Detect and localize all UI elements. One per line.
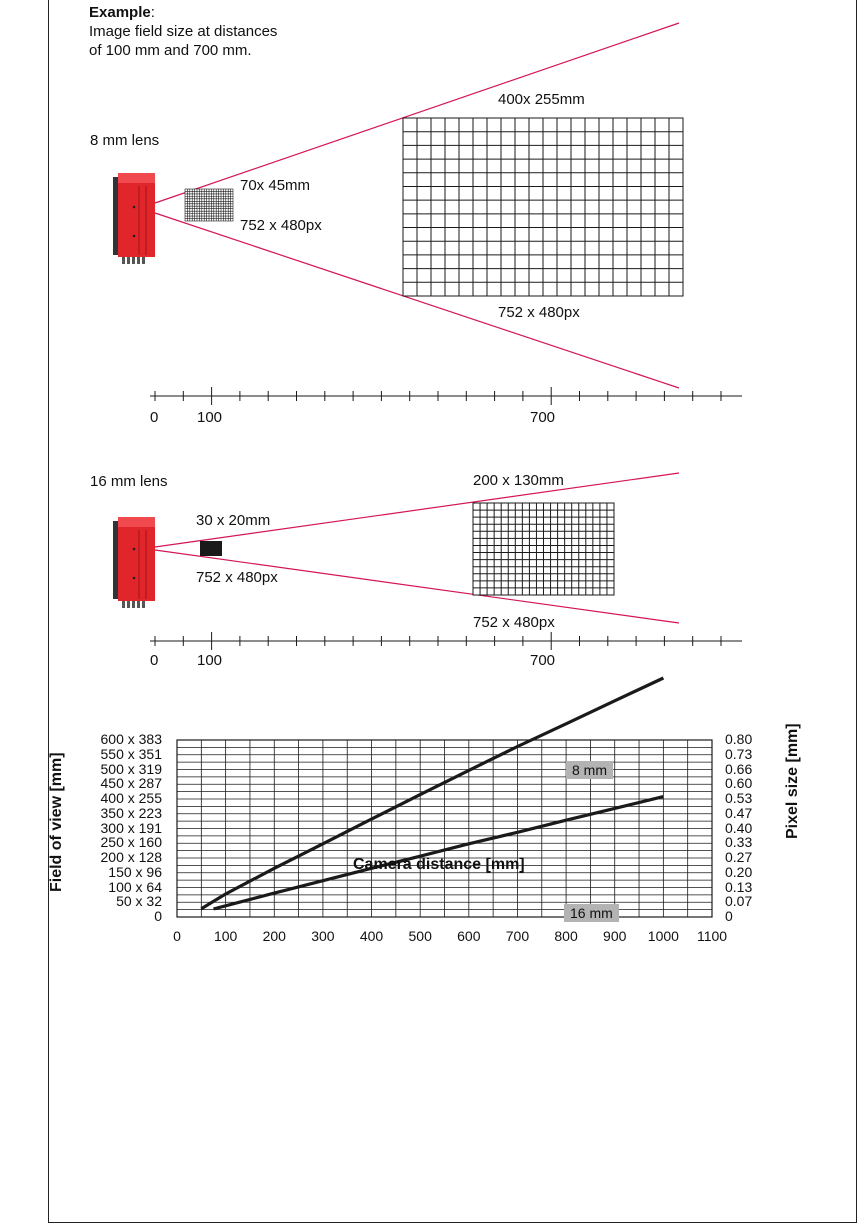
example-heading: Example xyxy=(89,4,151,21)
ray-8mm-upper xyxy=(154,22,680,204)
x-tick-label: 1000 xyxy=(647,928,679,944)
series-label-16mm: 16 mm xyxy=(564,904,619,922)
image-field-8mm-far xyxy=(402,117,684,297)
lens-8mm-near-size: 70x 45mm xyxy=(240,177,311,194)
image-field-8mm-near xyxy=(184,188,234,222)
lens-16mm-far-px: 752 x 480px xyxy=(473,614,555,631)
y-left-tick-label: 400 x 255 xyxy=(100,790,163,806)
x-tick-label: 100 xyxy=(213,928,238,944)
distance-axis-8mm xyxy=(150,387,742,405)
y-right-tick-label: 0.40 xyxy=(725,819,753,836)
y-right-tick-label: 0.53 xyxy=(725,790,753,806)
y-right-tick-label: 0.73 xyxy=(725,745,753,762)
y-left-tick-label: 450 x 287 xyxy=(100,775,163,792)
distance-axis-16mm xyxy=(150,632,742,650)
lens-16mm-title: 16 mm lens xyxy=(90,473,168,490)
x-tick-label: 0 xyxy=(173,928,181,944)
y-right-tick-label: 0.66 xyxy=(725,760,753,777)
chart-x-axis-title: Camera distance [mm] xyxy=(353,856,525,873)
camera-16mm-icon xyxy=(113,517,155,608)
ray-8mm-lower xyxy=(154,212,680,389)
x-tick-label: 900 xyxy=(603,928,627,944)
x-tick-label: 600 xyxy=(457,928,481,944)
axis-8mm-tick-100: 100 xyxy=(197,409,223,426)
x-tick-label: 300 xyxy=(311,928,335,944)
y-left-tick-label: 200 x 128 xyxy=(100,849,163,865)
y-right-tick-label: 0.20 xyxy=(725,863,753,880)
y-left-tick-label: 100 x 64 xyxy=(108,878,162,895)
lens-16mm-far-size: 200 x 130mm xyxy=(473,472,564,489)
y-left-tick-label: 300 x 191 xyxy=(100,819,163,836)
x-tick-label: 500 xyxy=(408,928,432,944)
y-right-tick-label: 0.47 xyxy=(725,804,753,821)
y-left-tick-label: 500 x 319 xyxy=(100,760,163,777)
lens-8mm-far-size: 400x 255mm xyxy=(498,91,585,108)
lens-16mm-near-px: 752 x 480px xyxy=(196,569,278,586)
example-heading-colon: : xyxy=(150,4,155,21)
example-heading-line: Example: xyxy=(89,4,155,21)
camera-8mm-icon xyxy=(113,173,155,264)
axis-16mm-tick-100: 100 xyxy=(197,652,223,669)
axis-8mm-tick-0: 0 xyxy=(150,409,159,426)
x-tick-label: 400 xyxy=(359,928,384,944)
lens-8mm-near-px: 752 x 480px xyxy=(240,217,322,234)
lens-diagram xyxy=(113,22,742,650)
y-right-tick-label: 0.07 xyxy=(725,893,753,910)
x-tick-label: 1100 xyxy=(696,928,728,944)
chart-y-right-title: Pixel size [mm] xyxy=(784,723,801,839)
image-field-16mm-far xyxy=(472,502,615,596)
y-right-tick-label: 0 xyxy=(725,908,733,924)
x-tick-label: 700 xyxy=(505,928,530,944)
x-tick-label: 200 xyxy=(262,928,286,944)
ray-16mm-upper xyxy=(154,472,680,548)
y-left-tick-label: 350 x 223 xyxy=(100,804,163,821)
x-tick-label: 800 xyxy=(554,928,578,944)
lens-8mm-far-px: 752 x 480px xyxy=(498,304,580,321)
y-left-tick-label: 0 xyxy=(154,908,162,924)
y-right-tick-label: 0.80 xyxy=(725,731,753,747)
y-right-tick-label: 0.27 xyxy=(725,849,753,865)
y-right-tick-label: 0.33 xyxy=(725,834,753,851)
series-label-8mm: 8 mm xyxy=(566,761,613,779)
example-line-1: Image field size at distances xyxy=(89,23,278,40)
axis-8mm-tick-700: 700 xyxy=(530,409,556,426)
ray-16mm-lower xyxy=(154,549,680,624)
example-line-2: of 100 mm and 700 mm. xyxy=(89,42,252,59)
y-left-tick-label: 550 x 351 xyxy=(100,745,163,762)
lens-8mm-title: 8 mm lens xyxy=(90,132,160,149)
axis-16mm-tick-0: 0 xyxy=(150,652,159,669)
y-right-tick-label: 0.60 xyxy=(725,775,753,792)
y-right-tick-label: 0.13 xyxy=(725,878,753,895)
chart-y-left-title: Field of view [mm] xyxy=(48,752,65,892)
page-frame xyxy=(48,0,857,1223)
y-left-tick-label: 250 x 160 xyxy=(100,834,163,851)
y-left-tick-label: 600 x 383 xyxy=(100,731,163,747)
image-field-16mm-near xyxy=(200,541,222,556)
lens-16mm-near-size: 30 x 20mm xyxy=(196,512,271,529)
y-left-tick-label: 150 x 96 xyxy=(108,863,162,880)
y-left-tick-label: 50 x 32 xyxy=(116,893,162,910)
axis-16mm-tick-700: 700 xyxy=(530,652,556,669)
